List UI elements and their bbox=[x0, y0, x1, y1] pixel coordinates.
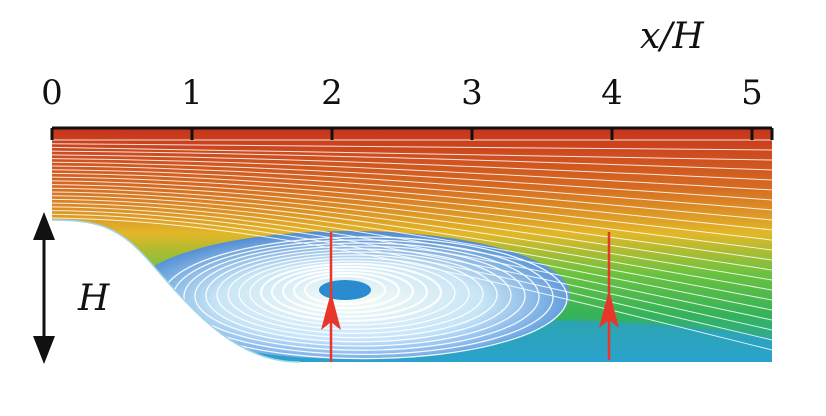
height-indicator: H bbox=[33, 212, 110, 364]
flow-field bbox=[52, 128, 772, 362]
streamline bbox=[52, 206, 772, 321]
vortex-loop bbox=[205, 248, 512, 343]
vortex-loop bbox=[270, 265, 429, 318]
streamline bbox=[52, 176, 772, 241]
vortex-loop bbox=[303, 274, 387, 306]
vortex-loop bbox=[292, 271, 401, 310]
streamline bbox=[52, 180, 772, 251]
probe-arrow-icon bbox=[321, 292, 341, 330]
tick-label: 2 bbox=[321, 73, 343, 113]
height-arrow-down-icon bbox=[33, 336, 55, 364]
tick-label: 4 bbox=[601, 73, 623, 113]
tick-label: 5 bbox=[741, 73, 763, 113]
vortex-loop bbox=[238, 257, 470, 330]
streamline bbox=[52, 191, 772, 281]
vortex-loop bbox=[194, 245, 526, 347]
streamline bbox=[52, 143, 772, 151]
streamline bbox=[52, 150, 772, 171]
vortex-loop bbox=[259, 262, 443, 322]
vortex-loop bbox=[281, 268, 415, 314]
streamline bbox=[52, 172, 772, 231]
axis-label: x/H bbox=[640, 16, 704, 57]
streamline bbox=[52, 169, 772, 221]
streamline bbox=[52, 184, 772, 261]
tick-label: 1 bbox=[181, 73, 203, 113]
streamline bbox=[52, 198, 772, 301]
streamline bbox=[52, 187, 772, 271]
height-arrow-up-icon bbox=[33, 212, 55, 240]
streamline bbox=[52, 165, 772, 211]
top-axis: 0 1 2 3 4 5 x/H bbox=[41, 16, 774, 140]
probe-arrow-icon bbox=[599, 290, 619, 328]
tick-label: 3 bbox=[461, 73, 483, 113]
streamline bbox=[52, 161, 772, 201]
vortex-loop bbox=[227, 254, 484, 335]
vortex-loop bbox=[249, 260, 456, 326]
streamline bbox=[52, 154, 772, 181]
vortex-loops bbox=[161, 236, 568, 360]
height-label: H bbox=[77, 278, 110, 319]
vortex-loop bbox=[183, 242, 540, 351]
probe-line-x4 bbox=[599, 232, 619, 360]
probe-line-x2 bbox=[321, 232, 341, 362]
vortex-loop bbox=[216, 251, 498, 339]
step-wall bbox=[51, 219, 301, 363]
streamline bbox=[52, 158, 772, 191]
streamline bbox=[52, 202, 772, 311]
streamline bbox=[52, 217, 772, 351]
tick-label: 0 bbox=[41, 73, 63, 113]
vortex-core bbox=[319, 280, 371, 300]
streamlines bbox=[52, 139, 772, 351]
streamline bbox=[52, 195, 772, 291]
